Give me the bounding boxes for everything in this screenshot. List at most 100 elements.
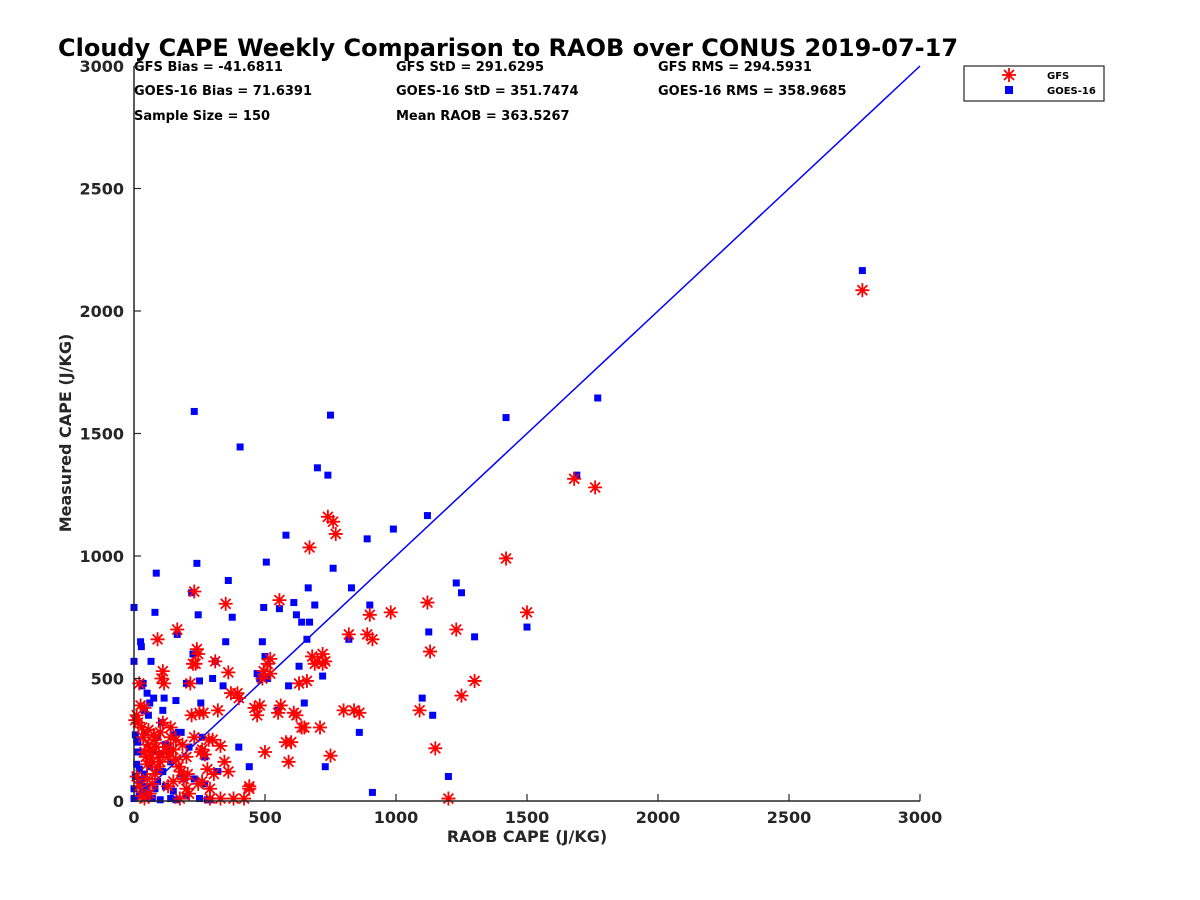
goes16-point <box>147 657 155 665</box>
gfs-point <box>166 774 181 789</box>
gfs-point <box>441 791 456 806</box>
goes16-point <box>155 768 163 776</box>
goes16-point <box>148 795 156 803</box>
gfs-point <box>299 673 314 688</box>
goes16-point <box>159 706 167 714</box>
gfs-point <box>307 656 322 671</box>
goes16-point <box>262 558 270 566</box>
gfs-point <box>142 786 157 801</box>
stat-gfs-bias: GFS Bias = -41.6811 <box>134 60 283 75</box>
gfs-point <box>341 627 356 642</box>
gfs-point <box>271 705 286 720</box>
gfs-point <box>449 622 464 637</box>
goes16-point <box>471 633 479 641</box>
gfs-point <box>320 509 335 524</box>
gfs-point <box>137 745 152 759</box>
goes16-point <box>594 394 602 402</box>
goes16-point <box>236 443 244 451</box>
chart-title: Cloudy CAPE Weekly Comparison to RAOB ov… <box>58 34 958 62</box>
stat-goes-std: GOES-16 StD = 351.7474 <box>396 84 579 99</box>
goes16-point <box>261 652 269 660</box>
goes16-point <box>275 605 283 613</box>
goes16-point <box>321 763 329 771</box>
y-axis-label: Measured CAPE (J/KG) <box>56 334 75 533</box>
y-tick-label: 500 <box>91 670 124 689</box>
gfs-point <box>201 732 216 747</box>
x-tick-label: 1500 <box>505 808 550 827</box>
gfs-point <box>365 632 380 647</box>
goes16-point <box>292 611 300 619</box>
gfs-point <box>213 791 228 806</box>
x-tick-label: 500 <box>248 808 281 827</box>
goes16-point <box>327 411 334 419</box>
goes16-point <box>133 760 141 768</box>
gfs-point <box>132 779 147 794</box>
goes16-point <box>167 758 175 766</box>
gfs-point <box>147 732 162 747</box>
goes16-point <box>151 608 159 616</box>
gfs-point <box>149 740 164 755</box>
gfs-point <box>302 540 317 555</box>
gfs-point <box>221 764 236 779</box>
goes16-point <box>235 743 243 751</box>
goes16-point <box>319 672 327 680</box>
goes16-point <box>425 628 433 636</box>
goes16-point <box>143 782 151 790</box>
goes16-point <box>144 711 152 719</box>
x-tick-label: 3000 <box>898 808 943 827</box>
goes16-point <box>366 601 374 609</box>
gfs-point <box>202 781 217 796</box>
gfs-point <box>175 737 190 752</box>
goes16-point <box>150 694 158 702</box>
gfs-point <box>137 700 152 715</box>
gfs-point <box>284 735 299 750</box>
goes16-point <box>368 788 376 796</box>
gfs-point <box>200 762 215 777</box>
gfs-point <box>336 703 351 718</box>
goes16-point <box>137 643 145 651</box>
gfs-point <box>145 754 160 769</box>
gfs-point <box>263 666 278 681</box>
gfs-point <box>144 747 159 762</box>
gfs-point <box>170 622 185 637</box>
gfs-point <box>567 471 582 486</box>
y-tick-label: 1000 <box>79 547 124 566</box>
goes16-point <box>151 785 159 793</box>
gfs-point <box>231 691 246 706</box>
gfs-point <box>237 791 252 806</box>
gfs-point <box>289 708 304 723</box>
y-axis-ticks: 0 500 1000 1500 2000 2500 3000 <box>79 57 141 811</box>
goes16-point <box>134 738 142 746</box>
gfs-point <box>189 642 204 657</box>
gfs-point <box>150 632 165 647</box>
stat-sample-size: Sample Size = 150 <box>134 109 270 124</box>
gfs-point <box>855 283 870 298</box>
legend-box <box>963 65 1105 102</box>
gfs-point <box>153 725 168 740</box>
gfs-point <box>467 673 482 688</box>
gfs-point <box>323 748 338 763</box>
gfs-point <box>161 749 176 764</box>
legend-gfs-asterisk-icon <box>1002 68 1016 82</box>
gfs-point <box>250 708 265 723</box>
gfs-point <box>145 776 160 791</box>
gfs-point <box>195 742 210 757</box>
gfs-point <box>454 688 469 703</box>
gfs-point <box>360 627 375 642</box>
gfs-point <box>499 551 514 566</box>
goes16-point <box>303 635 311 643</box>
gfs-point <box>208 654 223 669</box>
gfs-point <box>179 781 194 796</box>
goes16-point <box>313 464 321 472</box>
goes16-point <box>219 682 227 690</box>
goes16-point <box>260 603 268 611</box>
legend-gfs-label: GFS <box>1047 71 1069 82</box>
goes16-point <box>423 512 431 520</box>
stat-goes-bias: GOES-16 Bias = 71.6391 <box>134 84 312 99</box>
gfs-point <box>138 749 153 764</box>
gfs-point <box>412 703 427 718</box>
gfs-point <box>182 786 197 801</box>
gfs-point <box>191 647 206 661</box>
y-tick-label: 2500 <box>79 180 124 199</box>
